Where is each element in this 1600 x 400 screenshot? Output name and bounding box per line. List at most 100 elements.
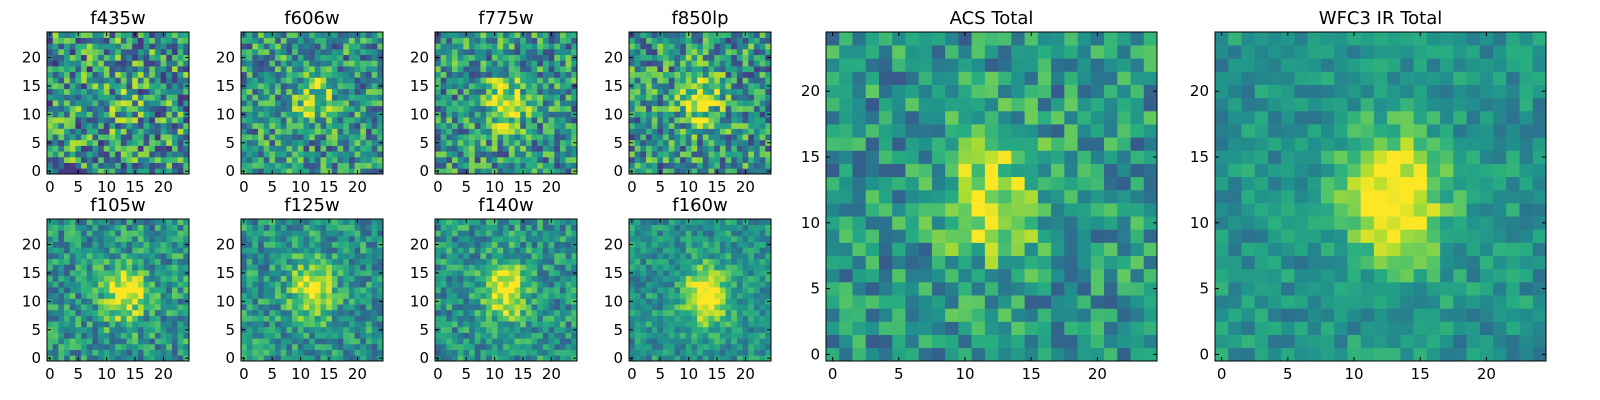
heatmap-cell [149,60,156,67]
heatmap-cell [440,77,447,84]
heatmap-cell [75,77,82,84]
heatmap-cell [514,151,521,158]
heatmap-cell [702,37,709,44]
heatmap-cell [269,326,276,333]
heatmap-cell [103,338,110,345]
heatmap-cell [714,94,721,101]
heatmap-cell [520,122,527,129]
heatmap-cell [634,355,641,362]
heatmap-cell [371,145,378,152]
heatmap-cell [629,49,635,56]
heatmap-cell [143,343,150,350]
heatmap-cell [103,105,110,112]
x-tick-label: 5 [73,178,83,196]
heatmap-cell [309,71,316,78]
heatmap-cell [537,343,544,350]
heatmap-cell [668,343,675,350]
heatmap-cell [446,162,453,169]
heatmap-cell [120,258,127,265]
heatmap-cell [469,219,476,225]
heatmap-cell [514,349,521,356]
heatmap-cell [331,111,338,118]
heatmap-cell [365,122,372,129]
heatmap-cell [731,281,738,288]
heatmap-cell [452,100,459,107]
heatmap-cell [183,37,190,44]
heatmap-cell [137,326,144,333]
heatmap-cell [314,298,321,305]
heatmap-cell [457,94,464,101]
heatmap-cell [480,224,487,231]
heatmap-cell [120,287,127,294]
heatmap-cell [326,270,333,277]
heatmap-cell [297,281,304,288]
heatmap-cell [759,321,766,328]
heatmap-cell [177,281,184,288]
heatmap-cell [246,326,253,333]
heatmap-cell [474,236,481,243]
x-tick-label: 5 [267,178,277,196]
heatmap-cell [565,247,572,254]
heatmap-cell [280,315,287,322]
heatmap-cell [702,134,709,141]
heatmap-cell [143,66,150,73]
heatmap-cell [81,309,88,316]
heatmap-cell [486,145,493,152]
heatmap-cell [731,287,738,294]
heatmap-cell [343,128,350,135]
heatmap-cell [320,338,327,345]
heatmap-cell [554,355,561,362]
heatmap-cell [160,304,167,311]
x-tick-label: 5 [461,365,471,383]
heatmap-cell [736,145,743,152]
heatmap-cell [320,105,327,112]
heatmap-cell [314,292,321,299]
heatmap-cell [360,258,367,265]
heatmap-cell [457,326,464,333]
heatmap-cell [252,111,259,118]
heatmap-cell [92,338,99,345]
heatmap-cell [137,71,144,78]
heatmap-cell [52,111,59,118]
heatmap-cell [320,315,327,322]
heatmap-cell [64,224,71,231]
heatmap-cell [286,60,293,67]
heatmap-cell [365,275,372,282]
heatmap-cell [657,43,664,50]
heatmap-cell [497,247,504,254]
heatmap-cell [81,349,88,356]
heatmap-cell [697,32,704,38]
heatmap-cell [469,304,476,311]
heatmap-cell [440,156,447,163]
heatmap-cell [109,134,116,141]
heatmap-cell [120,32,127,38]
heatmap-cell [497,37,504,44]
heatmap-cell [75,88,82,95]
heatmap-cell [320,236,327,243]
heatmap-cell [314,219,321,225]
heatmap-cell [514,275,521,282]
heatmap-cell [149,77,156,84]
heatmap-cell [109,275,116,282]
heatmap-cell [731,77,738,84]
heatmap-cell [252,304,259,311]
heatmap-cell [365,128,372,135]
heatmap-cell [81,105,88,112]
heatmap-cell [92,117,99,124]
heatmap-cell [149,258,156,265]
heatmap-cell [685,71,692,78]
heatmap-cell [263,54,270,61]
heatmap-cell [440,139,447,146]
heatmap-cell [559,37,566,44]
heatmap-cell [542,77,549,84]
heatmap-cell [337,355,344,362]
x-tick-label: 15 [707,178,726,196]
heatmap-cell [52,128,59,135]
heatmap-cell [753,355,760,362]
heatmap-cell [559,122,566,129]
heatmap-cell [81,60,88,67]
heatmap-cell [753,134,760,141]
heatmap-cell [719,134,726,141]
heatmap-cell [531,355,538,362]
heatmap-cell [69,88,76,95]
